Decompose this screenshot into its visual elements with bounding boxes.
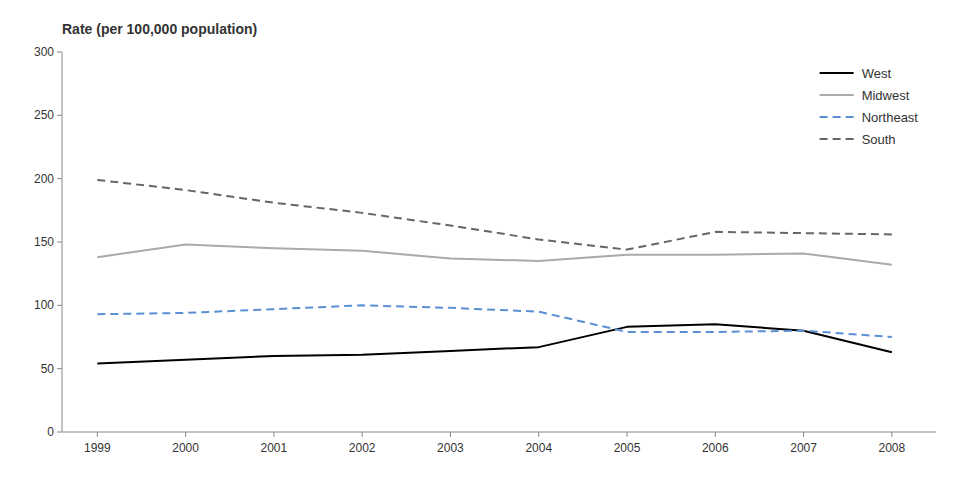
x-tick-label: 2001 [261,441,288,455]
y-tick [57,52,62,53]
x-tick [891,432,892,437]
x-tick-label: 2007 [790,441,817,455]
y-tick-label: 150 [34,235,54,249]
x-tick [450,432,451,437]
y-tick-label: 250 [34,108,54,122]
y-tick [57,432,62,433]
legend-swatch [820,116,854,118]
y-tick [57,305,62,306]
legend-label: South [862,132,896,147]
x-tick-label: 2006 [702,441,729,455]
legend-swatch [820,94,854,96]
x-tick [538,432,539,437]
x-tick [362,432,363,437]
y-tick [57,242,62,243]
x-tick-label: 2008 [879,441,906,455]
y-tick-label: 300 [34,45,54,59]
legend-label: Northeast [862,110,919,125]
x-tick-label: 2004 [525,441,552,455]
chart: Rate (per 100,000 population) 0 50 100 150 20… [0,0,960,480]
x-tick-label: 2002 [349,441,376,455]
series-line [97,305,892,337]
y-tick-label: 100 [34,298,54,312]
y-tick [57,115,62,116]
y-tick [57,368,62,369]
x-tick [715,432,716,437]
series-line [97,245,892,265]
legend: West Midwest Northeast South [820,66,919,147]
x-tick-label: 2000 [172,441,199,455]
series-line [97,180,892,250]
legend-label: West [862,66,892,81]
x-tick [97,432,98,437]
y-tick-label: 50 [41,362,55,376]
y-tick-label: 200 [34,172,54,186]
axes: 0 50 100 150 200 250 300 1999 2000 2001 2002 2003 20… [34,45,936,455]
plot-area [97,180,892,364]
x-tick-label: 2005 [614,441,641,455]
y-axis-label: Rate (per 100,000 population) [62,21,257,37]
x-tick [273,432,274,437]
x-tick [803,432,804,437]
y-tick [57,178,62,179]
x-tick-label: 2003 [437,441,464,455]
x-tick-label: 1999 [84,441,111,455]
x-tick [185,432,186,437]
y-tick-label: 0 [47,425,54,439]
x-tick [627,432,628,437]
x-axis-line [62,432,936,433]
legend-swatch [820,138,854,140]
legend-label: Midwest [862,88,910,103]
legend-swatch [820,72,854,74]
